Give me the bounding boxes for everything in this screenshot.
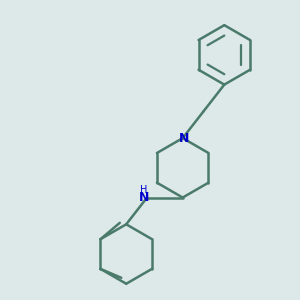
Text: N: N <box>139 191 149 204</box>
Text: H: H <box>140 184 148 195</box>
Text: N: N <box>179 132 189 145</box>
